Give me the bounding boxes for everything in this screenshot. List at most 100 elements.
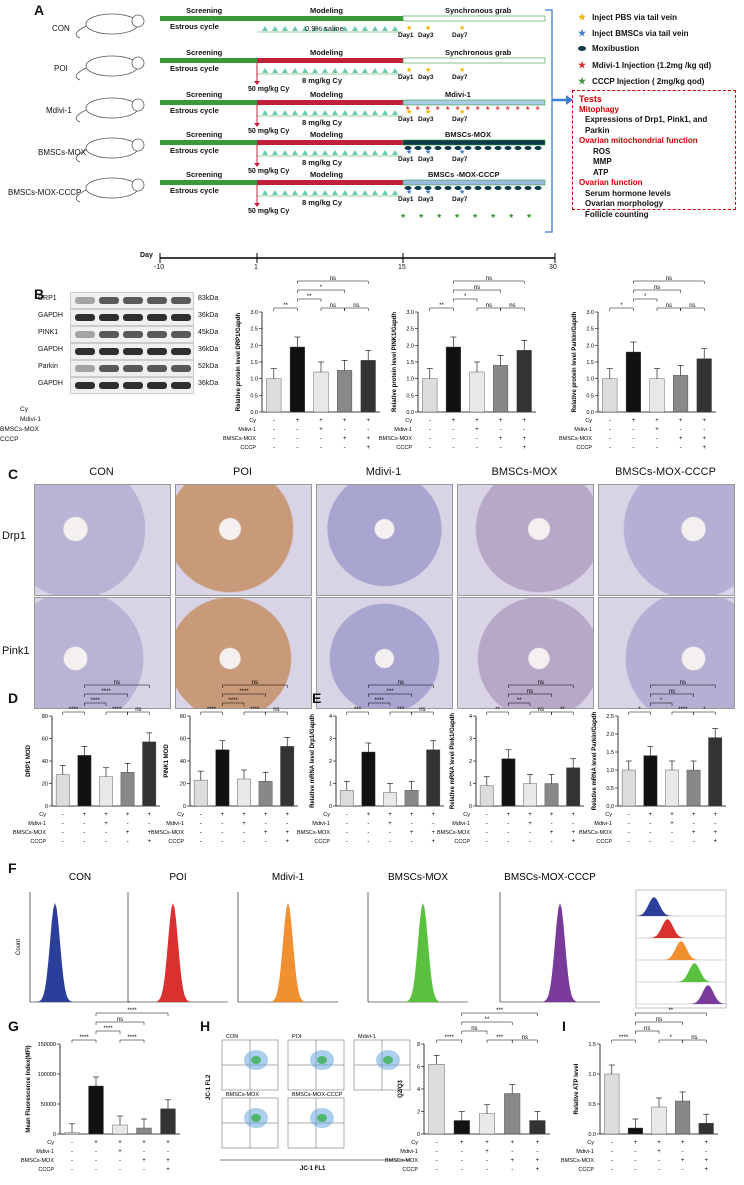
modeling-bar (257, 140, 403, 145)
sig-bracket (508, 702, 531, 706)
y-tick-label: 0.0 (606, 804, 614, 810)
bar (504, 1093, 521, 1135)
sign: + (319, 418, 323, 424)
y-tick-label: 3.0 (406, 310, 414, 316)
sign: - (486, 812, 488, 818)
sign: - (346, 839, 348, 845)
star-red-icon: ★ (578, 60, 587, 70)
triangle-mark (272, 190, 278, 195)
sign-row-label: Cy (177, 812, 184, 818)
star-mark: ★ (425, 108, 431, 116)
sign: - (200, 830, 202, 836)
sign: + (571, 830, 575, 836)
y-axis-label: Mean Fluorescence Index(MFI) (26, 1045, 32, 1132)
timeline-tick: 30 (549, 264, 557, 271)
star-mark: ★ (459, 24, 465, 32)
bar (445, 346, 461, 413)
sig-label: * (464, 294, 467, 300)
ellipse-dark-icon (424, 186, 432, 190)
sig-label: *** (496, 1035, 504, 1041)
flow-title: Mdivi-1 (358, 1034, 376, 1040)
sign-row-label: Cy (20, 406, 28, 413)
legend-item: ★ Inject PBS via tail vein (578, 12, 677, 22)
bar (55, 774, 70, 807)
flow-core (383, 1056, 393, 1064)
ellipse-dark-icon (444, 186, 452, 190)
sig-label: ** (439, 303, 444, 309)
triangle-mark (302, 150, 308, 155)
sign: - (320, 445, 322, 451)
band (99, 365, 119, 372)
sign: - (436, 1167, 438, 1173)
sig-label: ns (522, 1035, 528, 1041)
star-mark: ★ (406, 66, 412, 74)
blot-label: DRP1 (38, 295, 57, 302)
sig-label: ns (353, 303, 359, 309)
bar (193, 779, 208, 807)
sign: - (693, 839, 695, 845)
sign: - (486, 1158, 488, 1164)
sign-row-label: CCCP (0, 436, 19, 443)
sign: + (536, 1167, 540, 1173)
y-axis-label: Q2/Q3 (398, 1080, 404, 1098)
y-tick-label: 3 (469, 737, 472, 743)
sig-label: **** (103, 1026, 113, 1032)
triangle-mark (312, 26, 318, 31)
sign: - (62, 830, 64, 836)
bar (112, 1124, 128, 1135)
triangle-mark (392, 68, 398, 73)
star-green-icon: ★ (418, 212, 424, 220)
sign: - (656, 445, 658, 451)
triangle-mark (272, 26, 278, 31)
sign-row-label: Mdivi-1 (576, 1149, 594, 1155)
ellipse-dark-icon (454, 146, 462, 150)
ellipse-dark-icon (504, 146, 512, 150)
ellipse-dark-icon (534, 146, 542, 150)
sign: + (94, 1140, 98, 1146)
blot-kda: 45kDa (198, 329, 219, 336)
sign: - (523, 427, 525, 433)
y-tick-label: 50000 (41, 1102, 56, 1108)
sign-row-label: BMSCs-MOX (13, 830, 46, 836)
band (99, 331, 119, 338)
sign: - (105, 830, 107, 836)
sign: - (632, 427, 634, 433)
triangle-mark (362, 190, 368, 195)
sign-row-label: Mdivi-1 (166, 821, 184, 827)
triangle-mark (312, 150, 318, 155)
ellipse-dark-icon (524, 186, 532, 190)
sign: + (485, 1140, 489, 1146)
band (147, 314, 167, 321)
sig-bracket (650, 684, 716, 688)
day-label: Day1 (398, 116, 414, 123)
sig-bracket (500, 307, 525, 311)
micrograph-image (598, 597, 735, 709)
sign: - (432, 821, 434, 827)
sign: - (119, 1158, 121, 1164)
sign-row-label: CCCP (578, 1167, 594, 1173)
rat-head (131, 98, 145, 112)
y-tick-label: 40 (42, 759, 48, 765)
y-tick-label: 2 (417, 1110, 420, 1116)
y-tick-label: 2.5 (606, 714, 614, 720)
sig-label: * (320, 285, 323, 291)
bar (339, 790, 354, 807)
y-tick-label: 2.5 (586, 327, 594, 333)
triangle-mark (272, 150, 278, 155)
micrograph-image (457, 597, 594, 709)
y-tick-label: 2.0 (606, 732, 614, 738)
phase-label: Synchronous grab (445, 6, 512, 15)
modeling-bar (257, 180, 403, 185)
sign-row-label: CCCP (240, 445, 256, 451)
sign: + (296, 418, 300, 424)
sign: - (452, 427, 454, 433)
y-axis-label: Relative protein level DRP1/Gapdh (236, 312, 242, 411)
day-label: Day3 (418, 116, 434, 123)
sign: - (611, 1167, 613, 1173)
sig-label: ns (114, 680, 120, 686)
sign: - (461, 1158, 463, 1164)
sig-label: * (638, 707, 641, 713)
sign: + (681, 1140, 685, 1146)
sign: - (273, 436, 275, 442)
